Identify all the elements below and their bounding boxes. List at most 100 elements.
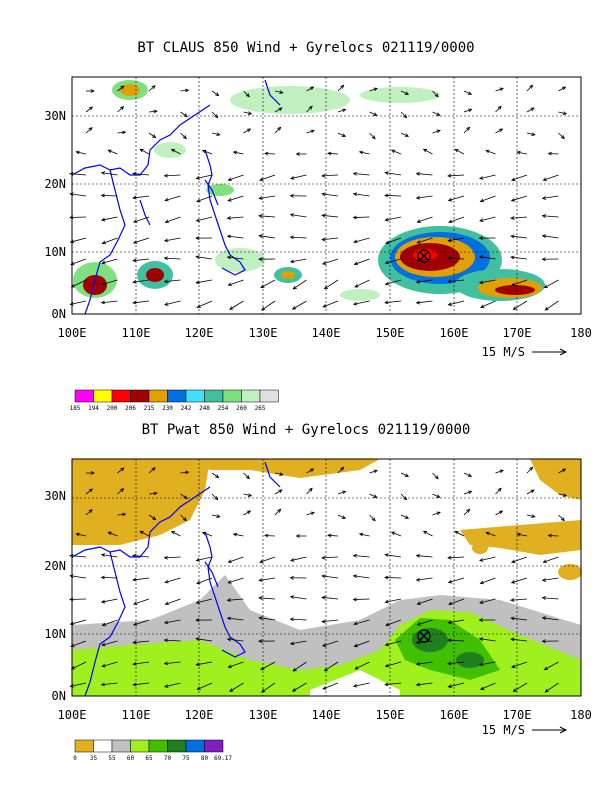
wind-vector [70,619,87,625]
wind-vector-head [321,643,327,647]
wind-vector-head [485,531,490,536]
wind-vector [448,598,465,605]
wind-vector-head [353,621,358,626]
wind-vector-head [164,684,169,688]
wind-vector [133,300,150,304]
wind-vector [511,235,528,239]
wind-vector [479,638,496,642]
wind-vector [211,493,219,500]
wind-vector-head [164,219,169,224]
wind-vector-head [75,150,80,155]
wind-vector [558,86,566,92]
wind-vector [264,535,276,537]
wind-vector-head [541,639,546,644]
wind-vector-head [415,577,421,582]
lat-label: 20N [44,559,66,573]
wind-vector [164,257,181,260]
colorbar-tick-label: 230 [162,405,173,412]
lon-label: 150E [376,708,405,722]
wind-vector-head [479,686,485,690]
wind-vector [544,279,559,289]
wind-vector-head [152,134,157,139]
wind-vector-head [547,533,552,538]
wind-vector-head [358,150,364,155]
wind-vector [306,468,314,474]
colorbar-tick-label: 185 [70,405,81,412]
colorbar-swatch [167,739,187,753]
colorbar-tick-label: 254 [218,405,229,412]
wind-vector-head [214,496,219,501]
wind-vector [101,258,118,264]
wind-vector-head [468,108,473,113]
colorbar-swatch [148,739,168,753]
wind-vector-head [479,580,484,585]
wind-vector-head [511,282,516,287]
wind-vector [417,216,433,223]
wind-vector-head [354,665,359,670]
wind-vector [180,132,187,139]
wind-vector-head [291,687,297,692]
wind-vector-head [371,517,376,522]
lat-label: 30N [44,109,66,123]
wind-vector [306,86,314,92]
wind-vector-head [195,662,200,667]
wind-vector-head [510,234,515,239]
wind-vector [164,279,181,283]
wind-vector [211,132,220,136]
wind-vector-head [164,579,169,584]
wind-vector [400,111,407,119]
wind-vector-head [310,511,315,516]
wind-vector [139,530,150,537]
wind-vector-head [415,640,421,645]
wind-vector [511,195,528,202]
wind-vector [293,661,307,672]
wind-vector [369,88,378,92]
wind-vector [463,509,470,516]
wind-vector [233,151,244,155]
wind-vector-head [511,177,516,182]
wind-vector-head [531,514,536,518]
wind-vector-head [373,112,378,116]
wind-vector-head [279,90,284,94]
wind-vector [202,150,213,155]
wind-vector-head [229,688,234,692]
wind-vector-head [132,553,137,558]
wind-vector-head [232,532,238,537]
wind-vector [133,640,150,644]
wind-vector-head [132,661,137,666]
wind-vector [233,533,244,537]
wind-vector [479,598,496,604]
wind-vector [353,173,370,176]
wind-vector-head [227,282,232,287]
wind-vector-head [447,197,453,202]
wind-vector-head [214,114,219,119]
wind-vector [353,193,370,197]
wind-vector-head [358,532,364,537]
wind-vector [196,598,213,604]
wind-vector [117,488,124,495]
wind-vector-head [70,643,75,648]
wind-vector-head [196,304,201,308]
wind-vector-head [227,177,232,182]
colorbar-swatch [185,739,205,753]
wind-vector-head [498,128,504,133]
wind-vector-head [196,580,201,585]
wind-vector-head [373,494,378,498]
wind-vector [385,216,402,221]
colorbar-tick-label: 242 [181,405,192,412]
wind-vector-head [182,135,187,140]
wind-vector-head [101,663,106,668]
wind-vector-head [479,558,484,562]
wind-vector [495,469,504,474]
wind-vector-head [341,515,347,519]
wind-vector-head [447,238,452,243]
wind-vector-head [447,661,452,666]
wind-vector-head [499,87,504,92]
wind-vector-head [415,553,420,558]
wind-vector-head [512,306,517,310]
gridlines [72,77,581,314]
wind-vector [165,598,181,605]
wind-vector-head [384,260,390,265]
wind-vector-head [195,558,200,562]
wind-vector-head [530,489,535,494]
